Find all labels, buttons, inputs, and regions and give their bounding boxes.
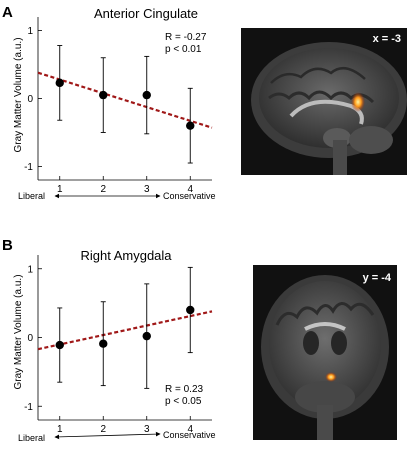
- data-point: [186, 121, 195, 130]
- panel-label-a: A: [2, 4, 13, 21]
- ideology-arrow-b: [54, 431, 161, 440]
- data-point: [55, 78, 64, 88]
- activation-blob-coronal: [325, 372, 337, 382]
- x-tick-label: 2: [100, 424, 106, 435]
- x-tick-label: 3: [144, 184, 150, 195]
- x-tick-label: 1: [57, 184, 63, 195]
- y-axis-label-b: Gray Matter Volume (a.u.): [13, 274, 24, 389]
- activation-blob-sagittal: [351, 92, 365, 112]
- y-tick-label: -1: [24, 402, 33, 413]
- y-tick-label: 1: [27, 26, 33, 37]
- slice-label-sagittal: x = -3: [373, 33, 401, 45]
- regression-line: [37, 310, 213, 351]
- x-axis-right-label-a: Conservative: [163, 191, 216, 201]
- x-axis-left-label-a: Liberal: [18, 191, 45, 201]
- stat-r-b: R = 0.23: [165, 384, 204, 395]
- chart-title-b: Right Amygdala: [80, 248, 172, 263]
- panel-label-b: B: [2, 237, 13, 254]
- stat-r-a: R = -0.27: [165, 32, 207, 43]
- x-tick-label: 1: [57, 424, 63, 435]
- chart-right-amygdala: -1 0 1 1 2 3 4: [24, 255, 213, 435]
- y-tick-label: 0: [27, 333, 33, 344]
- data-point: [186, 305, 195, 315]
- data-point: [99, 90, 108, 100]
- data-point: [142, 331, 151, 341]
- x-tick-label: 4: [187, 424, 193, 435]
- brain-image-coronal: y = -4: [253, 265, 397, 440]
- brain-image-sagittal: x = -3: [241, 28, 407, 175]
- y-tick-label: 0: [27, 94, 33, 105]
- y-tick-label: -1: [24, 162, 33, 173]
- x-tick-label: 4: [187, 184, 193, 195]
- x-tick-label: 2: [100, 184, 106, 195]
- data-point: [142, 90, 151, 100]
- x-axis-right-label-b: Conservative: [163, 430, 216, 440]
- data-point: [55, 340, 64, 350]
- chart-title-a: Anterior Cingulate: [94, 6, 198, 21]
- stat-p-a: p < 0.01: [165, 44, 202, 55]
- stat-p-b: p < 0.05: [165, 396, 202, 407]
- slice-label-coronal: y = -4: [363, 272, 392, 284]
- x-axis-left-label-b: Liberal: [18, 433, 45, 443]
- y-tick-label: 1: [27, 264, 33, 275]
- y-axis-label-a: Gray Matter Volume (a.u.): [13, 37, 24, 152]
- chart-anterior-cingulate: -1 0 1 1 2 3 4: [24, 17, 213, 195]
- x-tick-label: 3: [144, 424, 150, 435]
- data-point: [99, 339, 108, 348]
- regression-line: [37, 71, 213, 129]
